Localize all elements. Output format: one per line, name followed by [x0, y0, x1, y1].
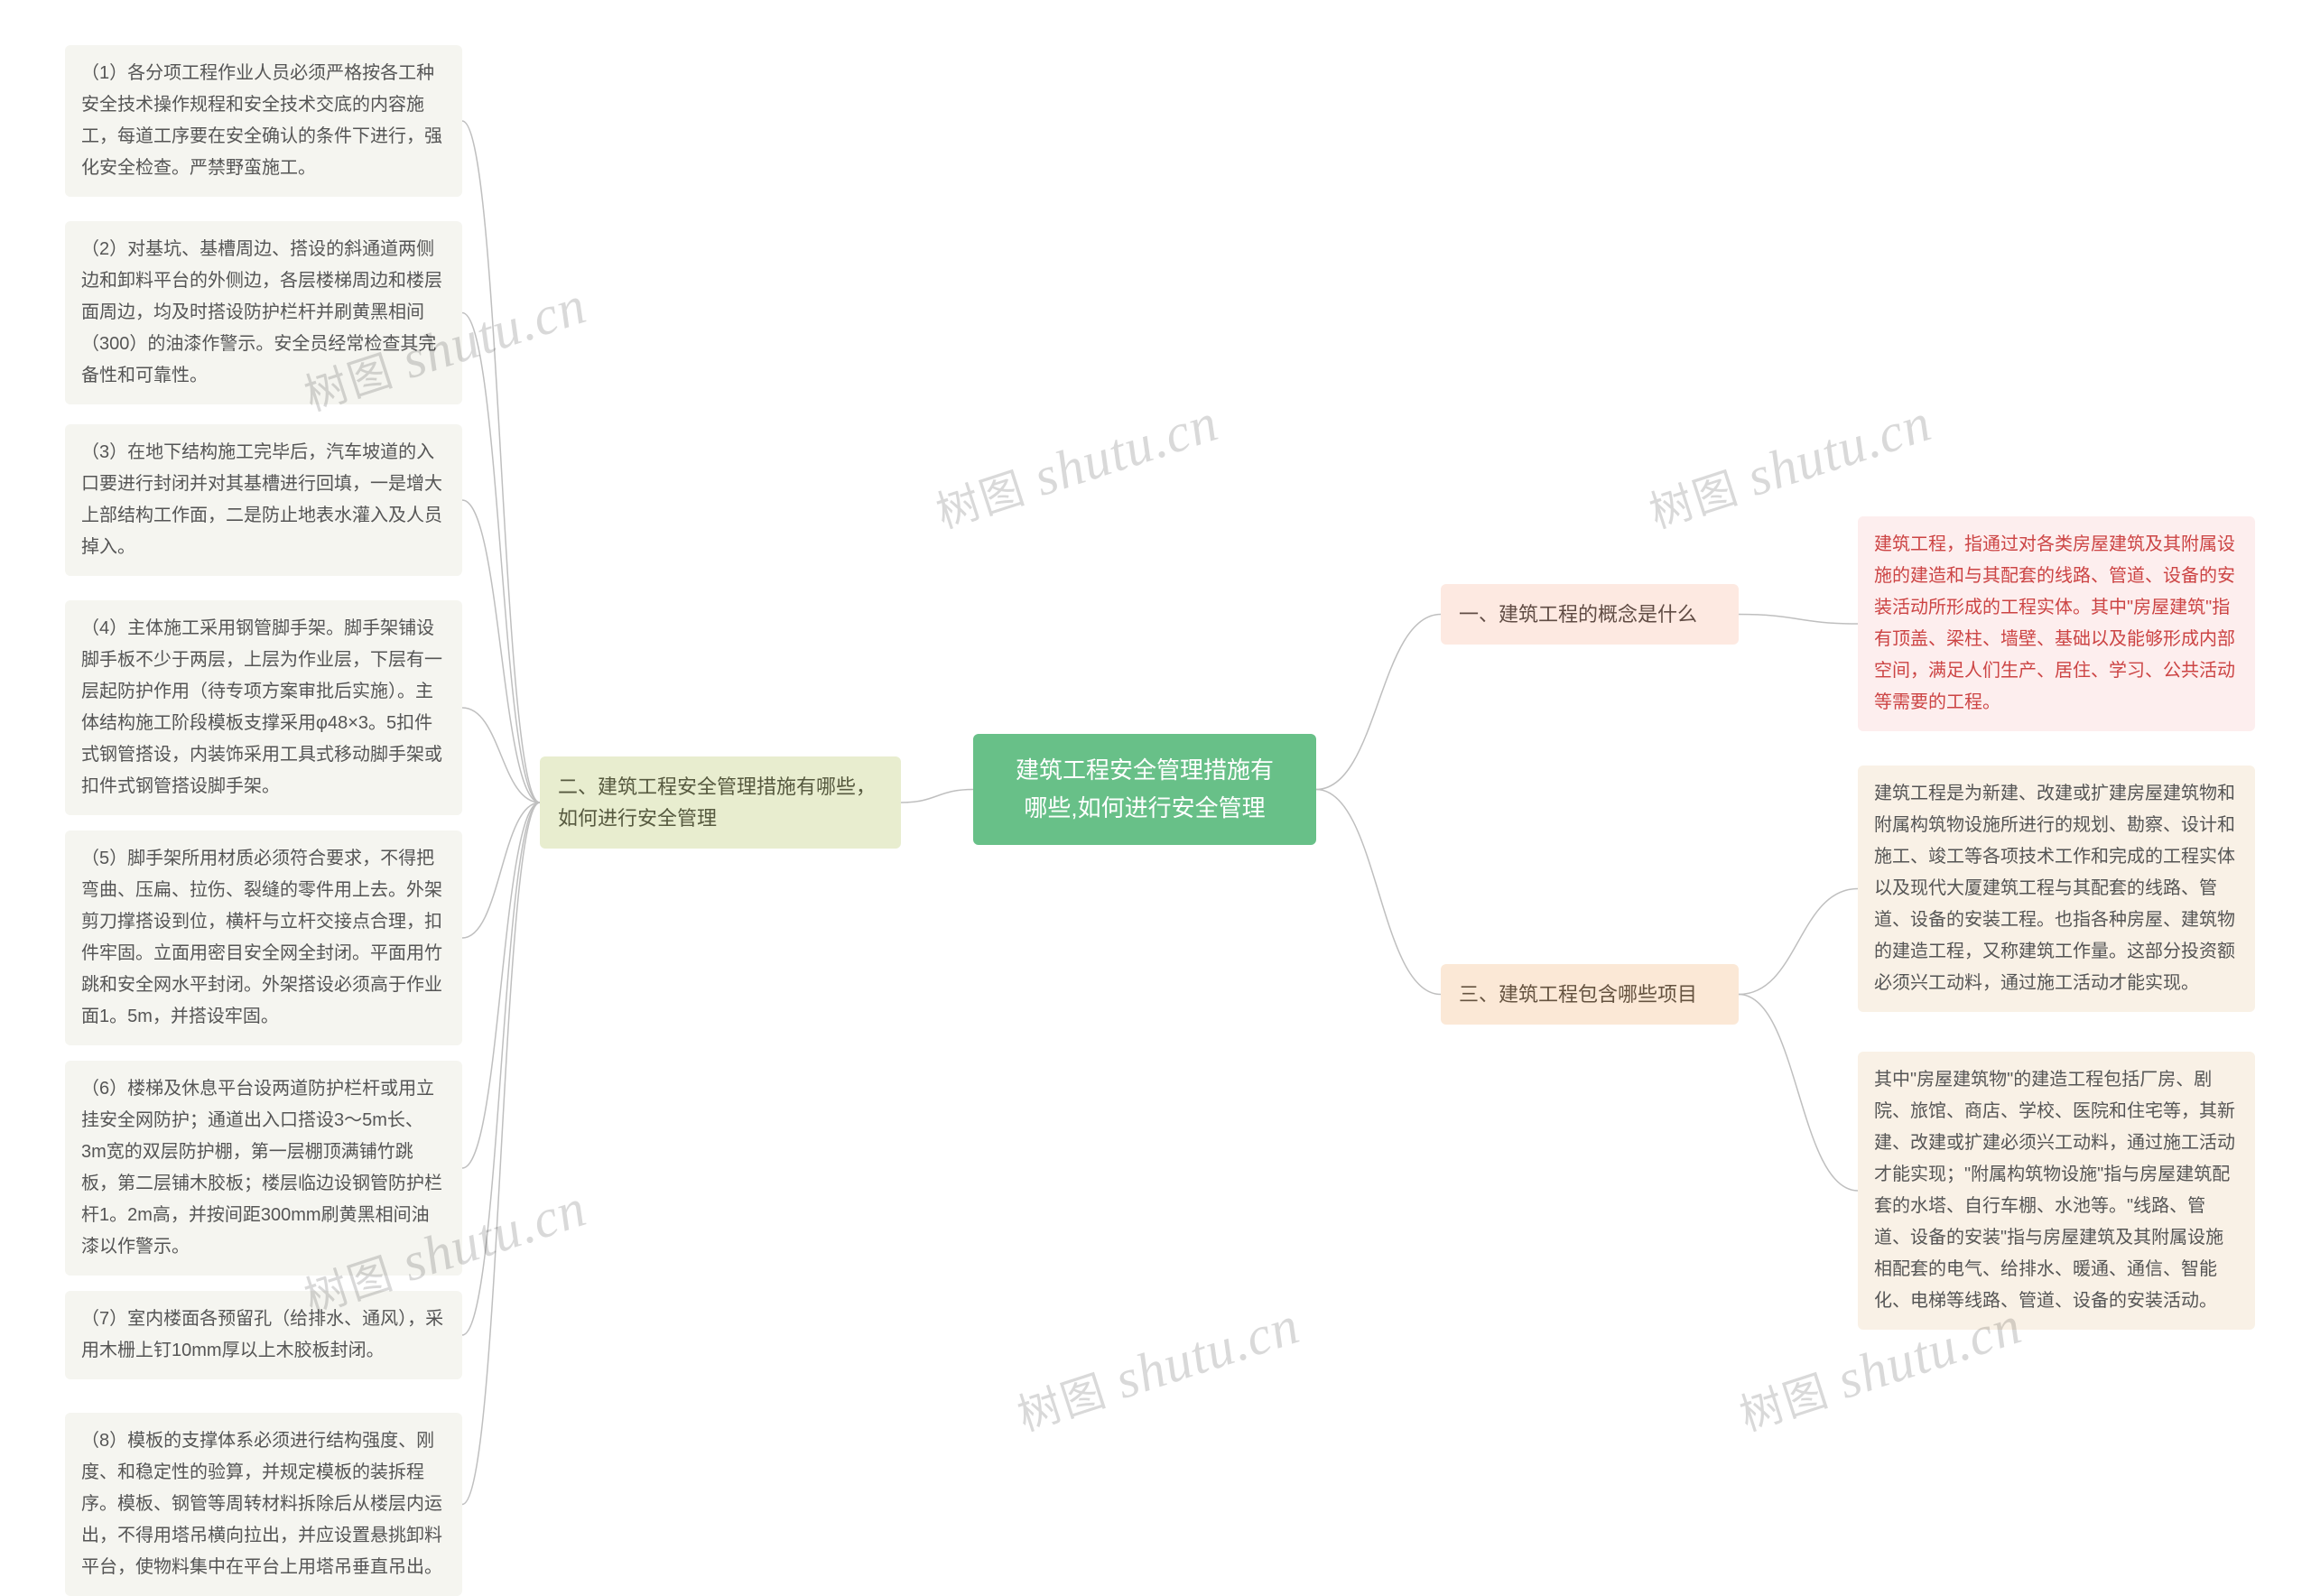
leaf-node-b2l2[interactable]: （2）对基坑、基槽周边、搭设的斜通道两侧边和卸料平台的外侧边，各层楼梯周边和楼层… [65, 221, 462, 404]
leaf-node-b2l4[interactable]: （4）主体施工采用钢管脚手架。脚手架铺设脚手板不少于两层，上层为作业层，下层有一… [65, 600, 462, 815]
leaf-text: （2）对基坑、基槽周边、搭设的斜通道两侧边和卸料平台的外侧边，各层楼梯周边和楼层… [81, 239, 442, 385]
leaf-node-b2l1[interactable]: （1）各分项工程作业人员必须严格按各工种安全技术操作规程和安全技术交底的内容施工… [65, 45, 462, 197]
watermark: 树图 shutu.cn [927, 390, 1226, 542]
leaf-node-b2l7[interactable]: （7）室内楼面各预留孔（给排水、通风），采用木栅上钉10mm厚以上木胶板封闭。 [65, 1291, 462, 1379]
root-node[interactable]: 建筑工程安全管理措施有哪些,如何进行安全管理 [973, 734, 1316, 845]
mindmap-canvas: 建筑工程安全管理措施有哪些,如何进行安全管理 一、建筑工程的概念是什么 建筑工程，… [0, 0, 2311, 1579]
leaf-node-b2l6[interactable]: （6）楼梯及休息平台设两道防护栏杆或用立挂安全网防护；通道出入口搭设3～5m长、… [65, 1061, 462, 1276]
branch-label: 三、建筑工程包含哪些项目 [1459, 983, 1697, 1006]
leaf-text: （4）主体施工采用钢管脚手架。脚手架铺设脚手板不少于两层，上层为作业层，下层有一… [81, 618, 442, 796]
leaf-text: （1）各分项工程作业人员必须严格按各工种安全技术操作规程和安全技术交底的内容施工… [81, 63, 442, 178]
leaf-text: （3）在地下结构施工完毕后，汽车坡道的入口要进行封闭并对其基槽进行回填，一是增大… [81, 442, 442, 557]
leaf-node-b2l3[interactable]: （3）在地下结构施工完毕后，汽车坡道的入口要进行封闭并对其基槽进行回填，一是增大… [65, 424, 462, 576]
leaf-text: （7）室内楼面各预留孔（给排水、通风），采用木栅上钉10mm厚以上木胶板封闭。 [81, 1309, 443, 1360]
leaf-text: 建筑工程是为新建、改建或扩建房屋建筑物和附属构筑物设施所进行的规划、勘察、设计和… [1874, 784, 2235, 993]
leaf-text: 建筑工程，指通过对各类房屋建筑及其附属设施的建造和与其配套的线路、管道、设备的安… [1874, 534, 2235, 712]
leaf-text: （8）模板的支撑体系必须进行结构强度、刚度、和稳定性的验算，并规定模板的装拆程序… [81, 1431, 442, 1577]
leaf-node-b2l8[interactable]: （8）模板的支撑体系必须进行结构强度、刚度、和稳定性的验算，并规定模板的装拆程序… [65, 1413, 462, 1596]
leaf-node-b3l2[interactable]: 其中"房屋建筑物"的建造工程包括厂房、剧院、旅馆、商店、学校、医院和住宅等，其新… [1858, 1052, 2255, 1330]
leaf-text: （5）脚手架所用材质必须符合要求，不得把弯曲、压扁、拉伤、裂缝的零件用上去。外架… [81, 849, 442, 1026]
branch-label: 一、建筑工程的概念是什么 [1459, 603, 1697, 626]
branch-node-b2[interactable]: 二、建筑工程安全管理措施有哪些，如何进行安全管理 [540, 756, 901, 849]
leaf-node-b3l1[interactable]: 建筑工程是为新建、改建或扩建房屋建筑物和附属构筑物设施所进行的规划、勘察、设计和… [1858, 766, 2255, 1012]
branch-node-b1[interactable]: 一、建筑工程的概念是什么 [1441, 584, 1739, 645]
leaf-node-b2l5[interactable]: （5）脚手架所用材质必须符合要求，不得把弯曲、压扁、拉伤、裂缝的零件用上去。外架… [65, 830, 462, 1045]
watermark: 树图 shutu.cn [1008, 1293, 1307, 1444]
leaf-text: （6）楼梯及休息平台设两道防护栏杆或用立挂安全网防护；通道出入口搭设3～5m长、… [81, 1079, 442, 1257]
branch-label: 二、建筑工程安全管理措施有哪些，如何进行安全管理 [558, 775, 876, 830]
leaf-text: 其中"房屋建筑物"的建造工程包括厂房、剧院、旅馆、商店、学校、医院和住宅等，其新… [1874, 1070, 2235, 1311]
branch-node-b3[interactable]: 三、建筑工程包含哪些项目 [1441, 964, 1739, 1025]
leaf-node-b1l1[interactable]: 建筑工程，指通过对各类房屋建筑及其附属设施的建造和与其配套的线路、管道、设备的安… [1858, 516, 2255, 731]
root-label: 建筑工程安全管理措施有哪些,如何进行安全管理 [1016, 756, 1274, 821]
